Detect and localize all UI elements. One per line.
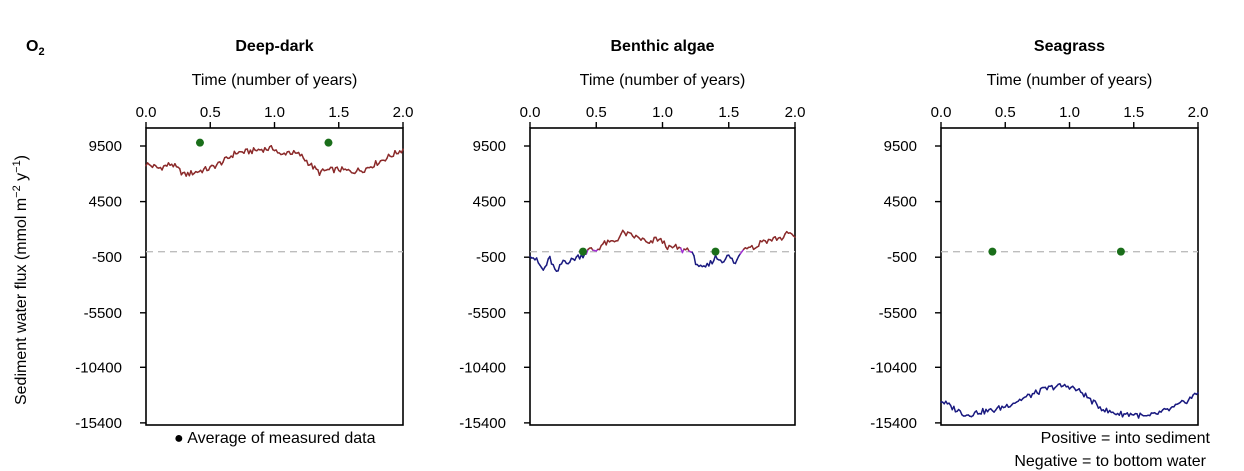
flux-line-segment [178,167,183,176]
x-tick-label: 1.5 [718,104,739,121]
flux-line-segment [731,257,735,264]
y-tick-label: -500 [476,249,506,266]
flux-line-segment [1084,392,1088,399]
y-tick-label: 4500 [89,194,122,211]
x-tick-label: 1.0 [652,104,673,121]
flux-line-segment [651,236,655,244]
y-tick-label: -15400 [870,415,917,432]
flux-line-segment [557,264,561,272]
y-tick-label: -15400 [75,415,122,432]
legend-measured-data: ● Average of measured data [174,430,376,447]
x-tick-label: 2.0 [393,104,414,121]
flux-line-segment [333,167,337,174]
x-tick-label: 1.5 [328,104,349,121]
x-tick-label: 0.5 [200,104,221,121]
y-tick-label: -10400 [459,359,506,376]
x-axis-title: Time (number of years) [192,72,358,89]
x-tick-label: 1.0 [264,104,285,121]
plot-frame [529,127,796,426]
x-tick-label: 1.5 [1123,104,1144,121]
flux-line-segment [693,255,697,266]
flux-line-segment [663,240,667,248]
measured-data-point [579,247,587,256]
y-tick-label: 9500 [89,138,122,155]
x-tick-label: 0.0 [136,104,157,121]
flux-line-segment [305,159,309,166]
measured-data-point [195,138,204,147]
flux-line-segment [792,235,796,238]
flux-line-segment [535,257,540,264]
y-tick-label: -500 [92,249,122,266]
x-tick-label: 1.0 [1059,104,1080,121]
measured-data-point [711,247,720,256]
y-tick-label: -10400 [870,359,917,376]
species-label: O2 [26,38,45,58]
x-tick-label: 2.0 [785,104,806,121]
x-tick-label: 0.5 [995,104,1016,121]
x-tick-label: 0.0 [520,104,541,121]
y-axis-label: Sediment water flux (mmol m−2 y−1) [11,155,30,405]
chart-title: Deep-dark [235,38,313,55]
chart-panel-3: Seagrass Time (number of years) 0.0 0.5 1.0 1… [870,38,1208,432]
y-tick-label: -5500 [84,305,122,322]
legend-positive: Positive = into sediment [1041,430,1211,447]
y-tick-label: -5500 [879,305,917,322]
y-tick-label: -10400 [75,359,122,376]
measured-data-point [324,138,333,147]
y-tick-label: 9500 [473,138,506,155]
flux-line-segment [552,263,556,270]
flux-line-segment [222,156,226,163]
measured-data-point [988,247,997,256]
flux-line-segment [1195,392,1199,396]
flux-line-segment [1038,387,1042,395]
flux-line-segment [1137,412,1141,419]
flux-line-segment [545,258,549,266]
y-tick-label: 4500 [884,194,917,211]
y-tick-label: -500 [887,249,917,266]
x-tick-label: 2.0 [1188,104,1209,121]
flux-line-segment [400,148,404,154]
chart-title: Seagrass [1034,38,1105,55]
x-tick-label: 0.0 [931,104,952,121]
chart-panel-2: Benthic algae Time (number of years) 0.0 0.… [459,38,805,432]
x-axis-title: Time (number of years) [987,72,1153,89]
y-tick-label: 9500 [884,138,917,155]
plot-frame [940,127,1199,426]
legend-negative: Negative = to bottom water [1014,453,1206,470]
y-tick-label: -15400 [459,415,506,432]
measured-data-point [1116,247,1125,256]
flux-line-segment [231,150,236,159]
flux-line-segment [549,255,553,265]
x-tick-label: 0.5 [586,104,607,121]
flux-line-segment [757,240,761,247]
flux-line-segment [953,405,957,413]
x-axis-title: Time (number of years) [580,72,746,89]
y-tick-label: -5500 [468,305,506,322]
chart-title: Benthic algae [610,38,714,55]
chart-panel-1: Deep-dark Time (number of years) 0.0 0.5 1.0… [75,38,413,432]
y-tick-label: 4500 [473,194,506,211]
